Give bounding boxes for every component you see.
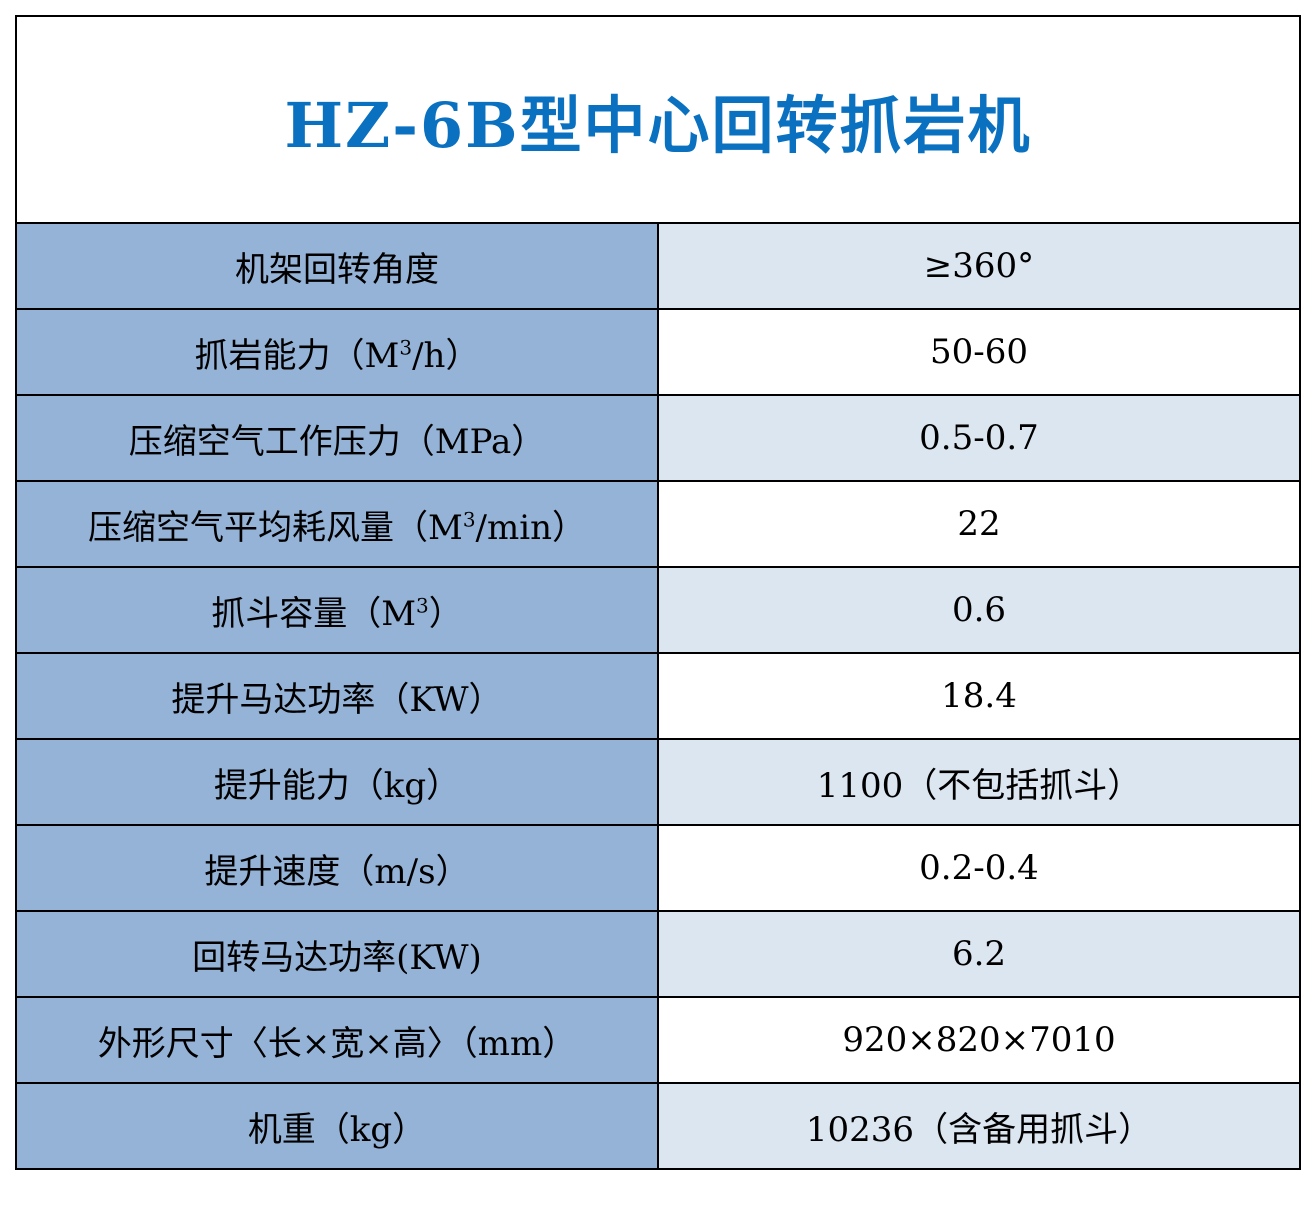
spec-label: 提升能力（kg）	[15, 738, 659, 826]
label-suffix: ）	[428, 593, 463, 634]
spec-label: 压缩空气平均耗风量（M3/min）	[15, 480, 659, 568]
table-row: 压缩空气平均耗风量（M3/min） 22	[15, 480, 1301, 568]
table-row: 提升速度（m/s） 0.2-0.4	[15, 824, 1301, 912]
superscript: 3	[462, 507, 476, 532]
spec-label: 机架回转角度	[15, 222, 659, 310]
table-row: 压缩空气工作压力（MPa） 0.5-0.7	[15, 394, 1301, 482]
spec-value: 18.4	[657, 652, 1301, 740]
label-suffix: /min）	[475, 507, 587, 548]
spec-label: 机重（kg）	[15, 1082, 659, 1170]
label-text: 压缩空气平均耗风量（M	[87, 507, 463, 548]
label-text: 抓斗容量（M	[211, 593, 417, 634]
spec-label: 提升速度（m/s）	[15, 824, 659, 912]
label-text: 外形尺寸〈长×宽×高〉（mm）	[97, 1023, 577, 1064]
superscript: 3	[416, 593, 429, 618]
table-row: 机重（kg） 10236（含备用抓斗）	[15, 1082, 1301, 1170]
spec-value: 1100（不包括抓斗）	[657, 738, 1301, 826]
spec-value: 0.6	[657, 566, 1301, 654]
label-text: 机架回转角度	[235, 249, 439, 290]
spec-value: 6.2	[657, 910, 1301, 998]
spec-label: 抓斗容量（M3）	[15, 566, 659, 654]
label-text: 机重（kg）	[247, 1109, 427, 1150]
label-text: 回转马达功率(KW)	[192, 937, 482, 978]
title-row: HZ-6B型中心回转抓岩机	[15, 15, 1301, 224]
spec-value: 50-60	[657, 308, 1301, 396]
spec-value: 22	[657, 480, 1301, 568]
table-row: 回转马达功率(KW) 6.2	[15, 910, 1301, 998]
table-row: 机架回转角度 ≥360°	[15, 222, 1301, 310]
label-text: 抓岩能力（M	[194, 335, 400, 376]
spec-label: 提升马达功率（KW）	[15, 652, 659, 740]
table-row: 外形尺寸〈长×宽×高〉（mm） 920×820×7010	[15, 996, 1301, 1084]
spec-value: 0.5-0.7	[657, 394, 1301, 482]
superscript: 3	[399, 335, 413, 360]
label-suffix: /h）	[412, 335, 480, 376]
spec-value: ≥360°	[657, 222, 1301, 310]
label-text: 压缩空气工作压力（MPa）	[128, 421, 546, 462]
label-text: 提升能力（kg）	[213, 765, 461, 806]
table-row: 抓斗容量（M3） 0.6	[15, 566, 1301, 654]
spec-table: HZ-6B型中心回转抓岩机 机架回转角度 ≥360° 抓岩能力（M3/h） 50-60…	[15, 15, 1301, 1170]
table-title: HZ-6B型中心回转抓岩机	[15, 15, 1301, 224]
spec-label: 抓岩能力（M3/h）	[15, 308, 659, 396]
spec-value: 920×820×7010	[657, 996, 1301, 1084]
spec-label: 压缩空气工作压力（MPa）	[15, 394, 659, 482]
spec-label: 回转马达功率(KW)	[15, 910, 659, 998]
table-row: 提升马达功率（KW） 18.4	[15, 652, 1301, 740]
table-row: 提升能力（kg） 1100（不包括抓斗）	[15, 738, 1301, 826]
spec-value: 0.2-0.4	[657, 824, 1301, 912]
label-text: 提升马达功率（KW）	[171, 679, 503, 720]
spec-value: 10236（含备用抓斗）	[657, 1082, 1301, 1170]
spec-label: 外形尺寸〈长×宽×高〉（mm）	[15, 996, 659, 1084]
table-row: 抓岩能力（M3/h） 50-60	[15, 308, 1301, 396]
label-text: 提升速度（m/s）	[204, 851, 470, 892]
